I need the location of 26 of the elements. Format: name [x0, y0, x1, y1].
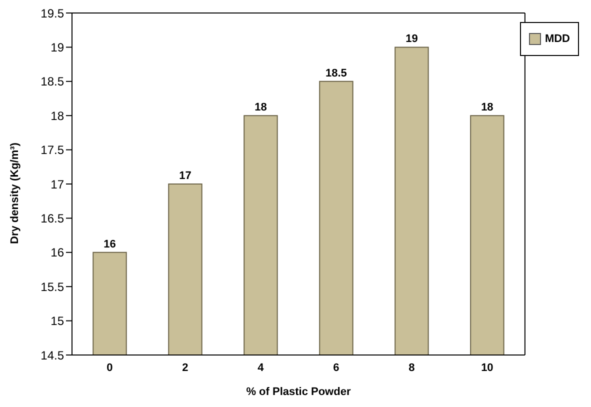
y-tick-label: 19.5 — [40, 6, 64, 20]
x-tick-label: 0 — [106, 362, 113, 374]
x-axis-title: % of Plastic Powder — [246, 386, 352, 398]
data-label: 18.5 — [326, 67, 347, 80]
data-label: 18 — [481, 102, 494, 114]
data-label: 17 — [179, 170, 192, 182]
data-label: 19 — [406, 33, 418, 46]
x-tick-label: 4 — [258, 362, 265, 374]
x-tick-label: 2 — [182, 362, 188, 374]
y-tick-label: 15.5 — [40, 280, 64, 294]
y-tick-label: 16.5 — [40, 211, 64, 226]
y-tick-label: 18.5 — [40, 74, 64, 89]
y-tick-label: 17.5 — [40, 143, 64, 158]
legend-label: MDD — [544, 33, 570, 45]
y-tick-label: 16 — [50, 246, 64, 260]
y-tick-label: 15 — [50, 314, 64, 328]
y-tick-label: 14.5 — [40, 348, 64, 362]
data-label: 16 — [104, 238, 116, 250]
y-tick-label: 19 — [50, 40, 64, 54]
x-tick-label: 10 — [481, 362, 494, 374]
y-tick-label: 18 — [50, 108, 64, 123]
data-label: 18 — [254, 102, 267, 114]
x-tick-label: 8 — [408, 362, 415, 374]
x-tick-label: 6 — [333, 362, 340, 374]
y-axis-title: Dry density (Kg/m³) — [8, 142, 21, 244]
y-tick-label: 17 — [50, 177, 64, 192]
